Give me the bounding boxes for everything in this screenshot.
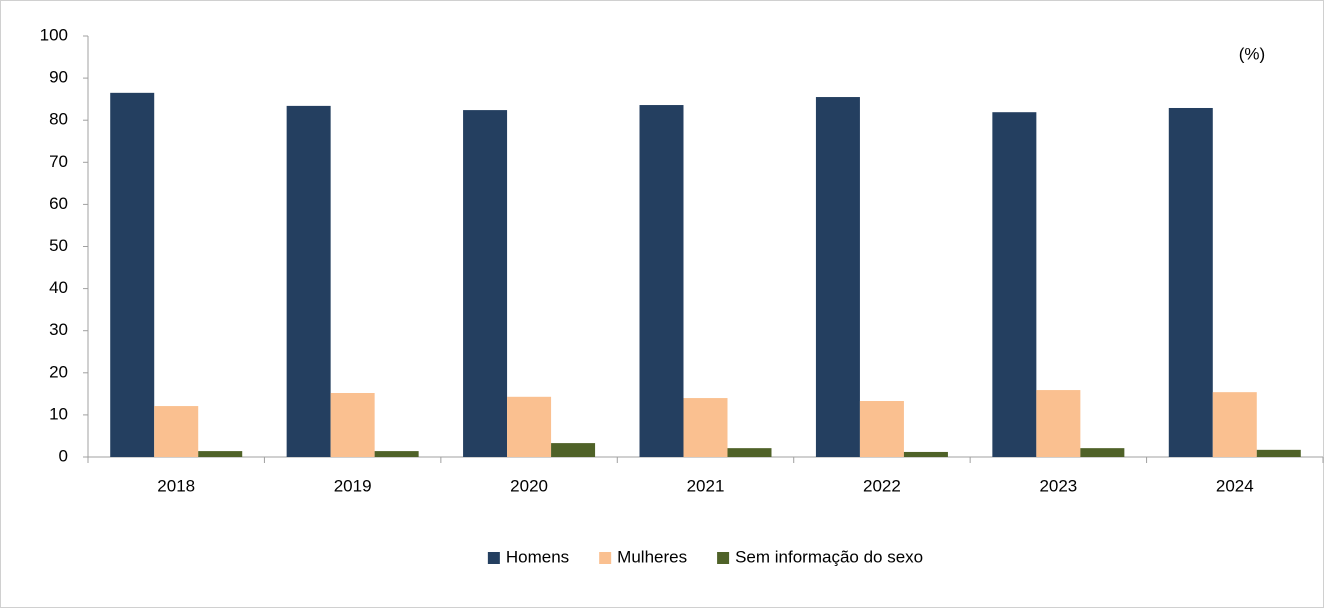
bar bbox=[683, 398, 728, 457]
y-tick-label: 0 bbox=[59, 446, 68, 465]
legend-swatch bbox=[599, 552, 612, 564]
bar bbox=[1168, 107, 1213, 457]
bar bbox=[1036, 390, 1081, 457]
y-tick-label: 90 bbox=[49, 68, 68, 87]
y-tick-label: 30 bbox=[49, 320, 68, 339]
y-tick-label: 60 bbox=[49, 194, 68, 213]
x-tick-label: 2018 bbox=[157, 476, 195, 495]
bar bbox=[286, 105, 331, 458]
bar bbox=[727, 448, 772, 457]
y-tick-label: 20 bbox=[49, 362, 68, 381]
bar bbox=[551, 443, 596, 457]
y-tick-label: 50 bbox=[49, 236, 68, 255]
x-tick-label: 2020 bbox=[510, 476, 548, 495]
bar bbox=[198, 451, 243, 457]
bar bbox=[507, 396, 552, 457]
bar bbox=[154, 406, 199, 457]
x-tick-label: 2021 bbox=[687, 476, 725, 495]
x-tick-label: 2019 bbox=[334, 476, 372, 495]
y-tick-label: 70 bbox=[49, 152, 68, 171]
y-tick-label: 80 bbox=[49, 110, 68, 129]
y-tick-label: 40 bbox=[49, 278, 68, 297]
bar bbox=[330, 393, 375, 457]
bar bbox=[1256, 449, 1301, 457]
legend-label: Mulheres bbox=[617, 547, 687, 566]
legend-label: Homens bbox=[506, 547, 569, 566]
legend-label: Sem informação do sexo bbox=[735, 547, 923, 566]
y-tick-label: 100 bbox=[40, 25, 68, 44]
x-tick-label: 2023 bbox=[1039, 476, 1077, 495]
bar bbox=[374, 451, 419, 457]
bar bbox=[815, 97, 860, 458]
bar bbox=[1080, 448, 1125, 457]
x-tick-label: 2024 bbox=[1216, 476, 1254, 495]
bar bbox=[903, 451, 948, 457]
bar bbox=[1212, 392, 1257, 457]
bar bbox=[639, 105, 684, 457]
bar bbox=[992, 112, 1037, 458]
x-tick-label: 2022 bbox=[863, 476, 901, 495]
legend-swatch bbox=[487, 552, 500, 564]
bar bbox=[463, 110, 508, 457]
bar bbox=[859, 401, 904, 457]
y-tick-label: 10 bbox=[49, 404, 68, 423]
unit-annotation: (%) bbox=[1239, 44, 1265, 63]
legend-swatch bbox=[717, 552, 730, 564]
bar bbox=[110, 92, 155, 458]
